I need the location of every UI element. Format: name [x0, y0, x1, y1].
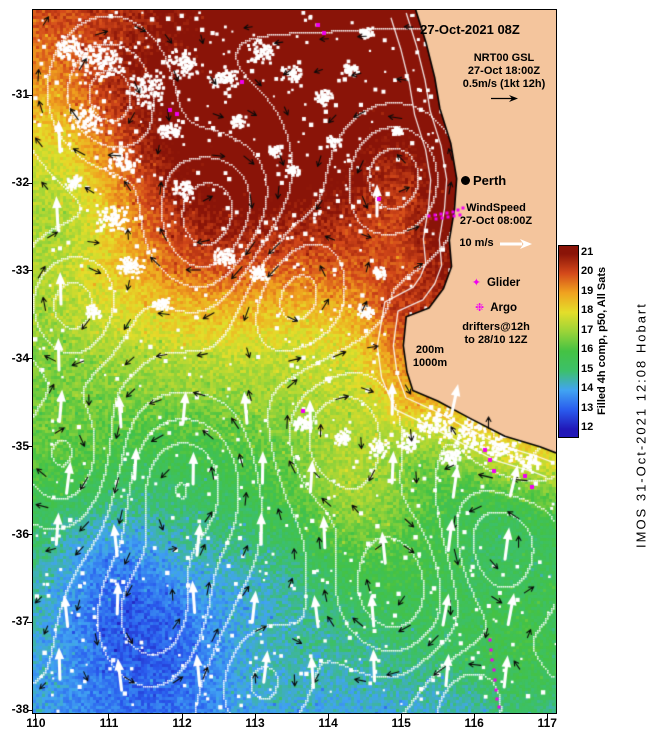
sst-colorbar — [558, 245, 579, 438]
wind-scale-label: 10 m/s — [459, 237, 494, 250]
bathy-200m-label: 200m — [415, 344, 445, 356]
colorbar-tick-label: 16 — [581, 343, 594, 356]
x-tick-mark — [546, 714, 548, 719]
x-tick-label: 117 — [537, 716, 557, 730]
x-tick-mark — [400, 714, 402, 719]
y-tick-mark — [27, 534, 32, 536]
x-tick-label: 115 — [391, 716, 411, 730]
colorbar-tick-label: 17 — [581, 323, 594, 336]
x-tick-mark — [35, 714, 37, 719]
drifters-line2: to 28/10 12Z — [464, 334, 528, 347]
y-tick-mark — [27, 182, 32, 184]
bathy-labels: 200m 1000m — [404, 344, 456, 370]
colorbar-tick-label: 12 — [581, 421, 594, 434]
glider-label: Glider — [486, 277, 521, 289]
colorbar-tick-label: 21 — [581, 245, 594, 258]
x-tick-label: 112 — [172, 716, 192, 730]
y-tick-label: -34 — [11, 350, 29, 365]
imos-credit: IMOS 31-Oct-2021 12:08 Hobart — [633, 302, 649, 548]
colorbar-tick-label: 14 — [581, 382, 594, 395]
argo-marker-icon: ❉ — [474, 302, 485, 315]
argo-legend: ❉ Argo — [437, 302, 555, 316]
y-tick-mark — [27, 358, 32, 360]
gsl-line1: NRT00 GSL — [473, 52, 535, 64]
drifters-line1: drifters@12h — [462, 321, 530, 333]
y-tick-mark — [27, 621, 32, 623]
x-tick-mark — [181, 714, 183, 719]
y-tick-label: -37 — [11, 614, 29, 629]
wind-annotation: WindSpeed 27-Oct 08:00Z 10 m/s — [437, 202, 555, 251]
colorbar-tick-label: 18 — [581, 304, 594, 317]
y-tick-label: -32 — [11, 175, 29, 190]
gsl-annotation: NRT00 GSL 27-Oct 18:00Z 0.5m/s (1kt 12h) — [446, 52, 562, 107]
colorbar-tick-label: 20 — [581, 265, 594, 278]
glider-marker-icon: ✦ — [471, 277, 481, 290]
sst-map-canvas — [32, 9, 557, 714]
perth-marker-dot — [461, 176, 470, 185]
y-tick-label: -38 — [11, 702, 29, 717]
y-tick-label: -35 — [11, 438, 29, 453]
gsl-line3: 0.5m/s (1kt 12h) — [462, 78, 546, 91]
wind-scale-arrow-icon — [499, 238, 532, 249]
x-tick-label: 113 — [245, 716, 265, 730]
x-tick-label: 116 — [464, 716, 484, 730]
x-tick-label: 110 — [26, 716, 46, 730]
colorbar-tick-label: 13 — [581, 401, 594, 414]
x-tick-mark — [108, 714, 110, 719]
colorbar-tick-label: 15 — [581, 362, 594, 375]
y-tick-label: -33 — [11, 262, 29, 277]
x-tick-label: 114 — [318, 716, 338, 730]
sst-colorbar-label: Filled 4h comp, p50, All Sats — [596, 266, 608, 415]
city-label-perth: Perth — [473, 173, 507, 188]
drifters-legend: drifters@12h to 28/10 12Z — [437, 321, 555, 347]
gsl-scale-arrow-icon — [491, 94, 518, 102]
timestamp-title: 27-Oct-2021 08Z — [420, 22, 520, 37]
colorbar-tick-label: 19 — [581, 284, 594, 297]
y-tick-mark — [27, 270, 32, 272]
x-tick-mark — [473, 714, 475, 719]
y-tick-label: -31 — [11, 87, 29, 102]
y-tick-label: -36 — [11, 526, 29, 541]
y-tick-mark — [27, 446, 32, 448]
y-tick-mark — [27, 709, 32, 711]
wind-line2: 27-Oct 08:00Z — [459, 215, 533, 228]
wind-line1: WindSpeed — [466, 202, 526, 214]
y-tick-mark — [27, 94, 32, 96]
bathy-1000m-label: 1000m — [412, 357, 448, 370]
glider-legend: ✦ Glider — [437, 277, 555, 291]
x-tick-mark — [327, 714, 329, 719]
x-tick-label: 111 — [99, 716, 119, 730]
gsl-line2: 27-Oct 18:00Z — [467, 65, 541, 78]
argo-label: Argo — [490, 302, 518, 314]
x-tick-mark — [254, 714, 256, 719]
